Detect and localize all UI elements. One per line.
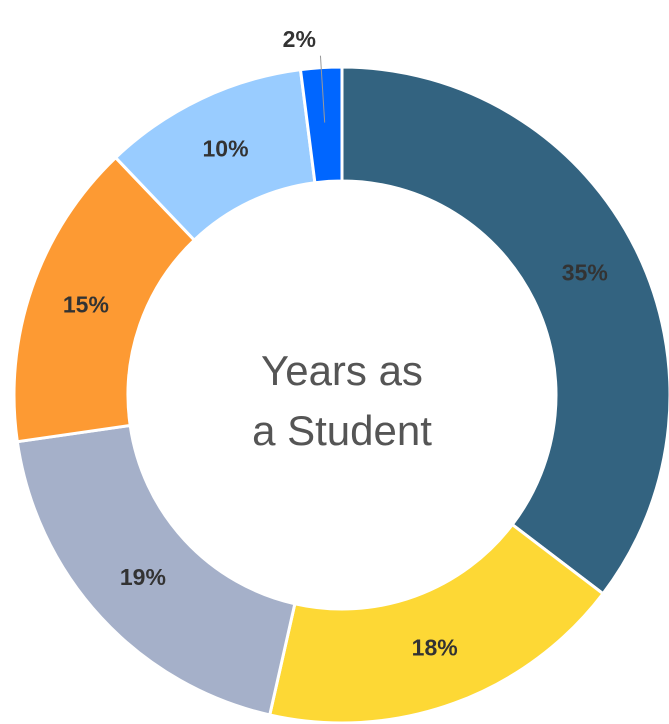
data-label: 15%: [63, 291, 109, 317]
data-label: 2%: [283, 26, 316, 52]
donut-segment: [298, 65, 344, 185]
donut-segment: [15, 423, 297, 717]
center-text: a Student: [252, 407, 432, 454]
donut-segment: [267, 522, 606, 724]
center-text: Years as: [261, 347, 423, 394]
data-label: 18%: [412, 635, 458, 661]
leader-line: [319, 55, 326, 123]
data-label: 19%: [120, 564, 166, 590]
data-label: 35%: [562, 260, 608, 286]
donut-segment: [340, 65, 669, 596]
data-label: 10%: [203, 135, 249, 161]
